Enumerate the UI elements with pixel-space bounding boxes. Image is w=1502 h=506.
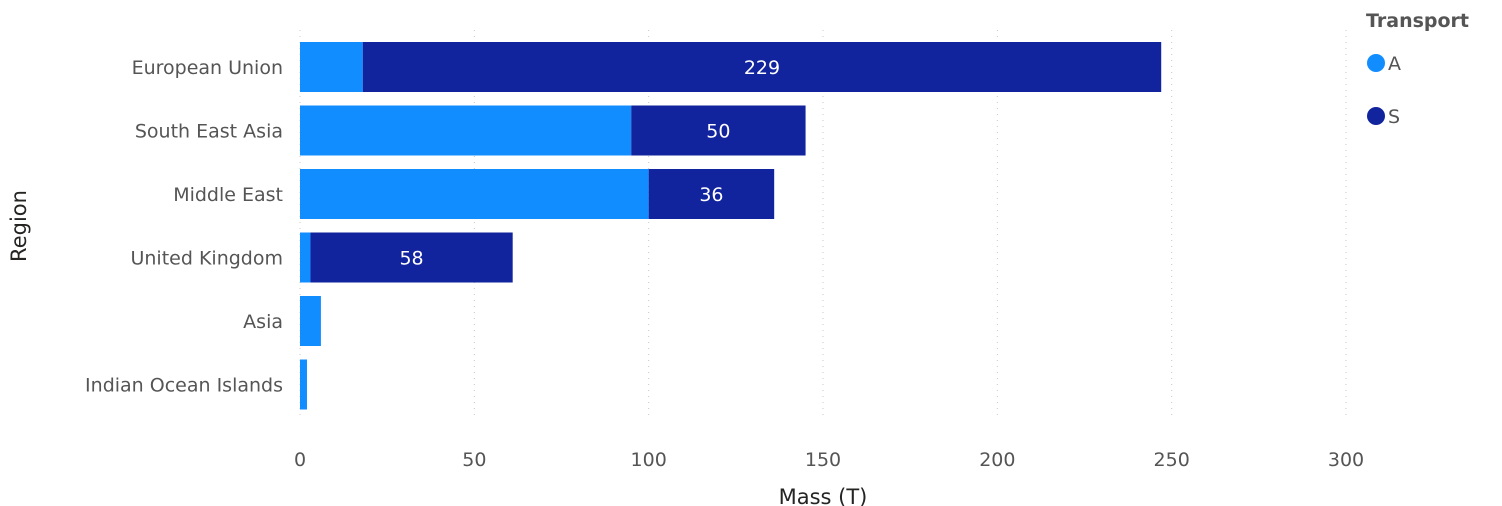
x-tick-label: 50 bbox=[462, 449, 486, 471]
x-tick-label: 300 bbox=[1328, 449, 1364, 471]
data-label: 50 bbox=[706, 121, 730, 143]
bar-segment[interactable] bbox=[300, 359, 307, 410]
bar-segment[interactable] bbox=[310, 232, 513, 283]
category-label: Middle East bbox=[173, 184, 283, 206]
bar-segment[interactable] bbox=[631, 105, 806, 156]
bar-segment[interactable] bbox=[648, 169, 775, 219]
legend-items: AS bbox=[1367, 53, 1401, 128]
bars bbox=[300, 42, 1162, 410]
x-tick-label: 200 bbox=[979, 449, 1015, 471]
bar-segment[interactable] bbox=[300, 42, 363, 92]
x-axis-title: Mass (T) bbox=[779, 485, 868, 506]
category-label: South East Asia bbox=[135, 121, 283, 143]
category-label: Indian Ocean Islands bbox=[85, 375, 283, 397]
x-tick-label: 150 bbox=[805, 449, 841, 471]
x-tick-label: 0 bbox=[294, 449, 306, 471]
value-axis: 0 50 100 150 200 250 300 bbox=[294, 449, 1364, 471]
data-label: 58 bbox=[399, 248, 423, 270]
grid-lines bbox=[299, 30, 1347, 420]
legend-title: Transport bbox=[1366, 10, 1469, 32]
data-label: 36 bbox=[699, 184, 723, 206]
category-axis: European Union South East Asia Middle East… bbox=[85, 57, 283, 397]
y-axis-title: Region bbox=[7, 190, 31, 262]
bar-segment[interactable] bbox=[362, 42, 1162, 92]
bar-segment[interactable] bbox=[300, 169, 649, 219]
category-label: Asia bbox=[243, 311, 283, 333]
legend-marker-icon bbox=[1367, 107, 1385, 125]
bar-segment[interactable] bbox=[300, 232, 311, 283]
x-tick-label: 100 bbox=[631, 449, 667, 471]
legend-marker-icon bbox=[1367, 54, 1385, 72]
data-labels: 229 50 36 58 bbox=[399, 57, 780, 270]
category-label: United Kingdom bbox=[130, 248, 283, 270]
x-tick-label: 250 bbox=[1154, 449, 1190, 471]
data-label: 229 bbox=[744, 57, 780, 79]
bar-segment[interactable] bbox=[300, 105, 632, 156]
bar-segment[interactable] bbox=[300, 296, 321, 346]
legend-label: S bbox=[1388, 106, 1400, 128]
legend-label: A bbox=[1388, 53, 1401, 75]
legend: Transport AS bbox=[1366, 10, 1469, 128]
category-label: European Union bbox=[132, 57, 283, 79]
